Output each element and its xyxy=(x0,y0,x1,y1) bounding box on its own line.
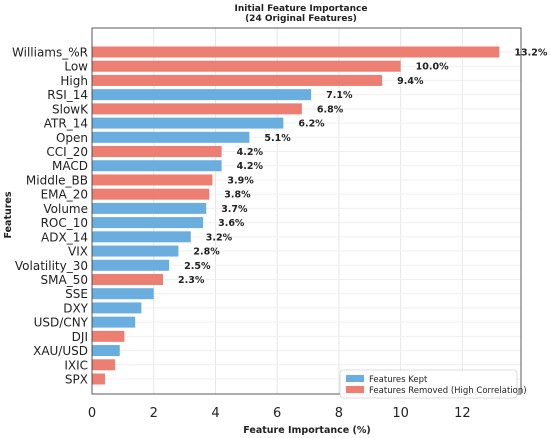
bar-high xyxy=(92,74,383,86)
x-tick-label: 10 xyxy=(392,406,409,421)
y-axis-title: Features xyxy=(3,191,14,238)
y-tick-label: ADX_14 xyxy=(41,230,88,244)
bar-value-label: 7.1% xyxy=(326,90,353,101)
y-tick-label: ROC_10 xyxy=(41,216,88,230)
bar-value-label: 3.7% xyxy=(221,204,248,215)
bar-value-label: 2.8% xyxy=(193,247,220,258)
chart-subtitle: (24 Original Features) xyxy=(245,14,357,24)
bar-adx-14 xyxy=(92,231,191,243)
bar-value-label: 4.2% xyxy=(237,147,264,158)
legend-swatch-kept xyxy=(346,375,364,382)
y-tick-label: SlowK xyxy=(52,102,89,116)
y-tick-label: SSE xyxy=(65,287,88,301)
x-tick-label: 2 xyxy=(150,406,158,421)
y-tick-label: MACD xyxy=(52,159,88,173)
y-tick-label: ATR_14 xyxy=(44,117,88,131)
plot-frame xyxy=(91,27,522,395)
bar-rsi-14 xyxy=(92,89,312,101)
y-tick-label: SMA_50 xyxy=(41,273,88,287)
x-tick-label: 4 xyxy=(211,406,219,421)
y-tick-label: Middle_BB xyxy=(26,173,88,187)
bar-spx xyxy=(92,373,105,385)
bar-macd xyxy=(92,160,222,172)
bar-value-label: 6.2% xyxy=(298,119,325,130)
y-tick-label: EMA_20 xyxy=(41,188,88,202)
y-tick-label: High xyxy=(60,74,88,88)
legend-box xyxy=(339,369,518,399)
y-tick-label: VIX xyxy=(68,245,88,259)
bar-value-label: 3.6% xyxy=(218,218,245,229)
bar-ema-20 xyxy=(92,188,210,200)
y-tick-label: Low xyxy=(64,60,88,74)
axis-layer: 0 2 4 6 8 10 12 Williams_%RLowHighRSI_14SlowKAT… xyxy=(12,27,522,421)
bar-value-label: 4.2% xyxy=(237,161,264,172)
y-tick-label: XAU/USD xyxy=(33,344,88,358)
x-tick-label: 0 xyxy=(88,406,96,421)
bar-value-label: 5.1% xyxy=(264,133,291,144)
bar-value-label: 3.2% xyxy=(206,232,233,243)
bar-dji xyxy=(92,330,125,342)
y-tick-label: Williams_%R xyxy=(12,46,88,60)
bar-value-label: 13.2% xyxy=(514,48,547,59)
bar-ixic xyxy=(92,359,116,371)
x-tick-label: 6 xyxy=(273,406,281,421)
bar-value-label: 9.4% xyxy=(397,76,424,87)
bar-open xyxy=(92,131,250,143)
y-tick-label: CCI_20 xyxy=(46,145,88,159)
bar-roc-10 xyxy=(92,217,204,229)
bar-sse xyxy=(92,288,154,300)
y-tick-label: Open xyxy=(56,131,88,145)
bar-value-label: 3.8% xyxy=(224,190,251,201)
legend-label-removed: Features Removed (High Correlation) xyxy=(369,386,527,396)
y-tick-label: RSI_14 xyxy=(47,88,88,102)
bar-atr-14 xyxy=(92,117,284,129)
bar-cci-20 xyxy=(92,146,222,158)
bar-low xyxy=(92,60,401,72)
chart-title: Initial Feature Importance xyxy=(235,4,368,14)
bar-middle-bb xyxy=(92,174,213,186)
bar-usd-cny xyxy=(92,316,136,328)
bar-williams-r xyxy=(92,46,500,58)
y-tick-label: SPX xyxy=(65,373,88,387)
bar-sma-50 xyxy=(92,273,163,285)
bar-value-label: 3.9% xyxy=(227,175,254,186)
legend-swatch-removed xyxy=(346,386,364,393)
y-tick-label: Volume xyxy=(43,202,88,216)
bar-value-label: 6.8% xyxy=(317,104,344,115)
x-axis-title: Feature Importance (%) xyxy=(243,425,370,436)
bar-volatility-30 xyxy=(92,259,170,271)
legend-label-kept: Features Kept xyxy=(369,375,428,385)
bar-volume xyxy=(92,202,207,214)
bar-dxy xyxy=(92,302,142,314)
x-tick-label: 12 xyxy=(454,406,471,421)
y-tick-label: Volatility_30 xyxy=(15,259,88,273)
bar-value-label: 10.0% xyxy=(416,62,449,73)
y-tick-label: IXIC xyxy=(64,358,88,372)
y-tick-label: USD/CNY xyxy=(34,316,89,330)
bar-xau-usd xyxy=(92,345,120,357)
bar-value-label: 2.3% xyxy=(178,275,205,286)
bar-slowk xyxy=(92,103,302,115)
y-tick-label: DXY xyxy=(63,301,88,315)
bar-vix xyxy=(92,245,179,257)
bar-layer: 13.2%10.0%9.4%7.1%6.8%6.2%5.1%4.2%4.2%3.… xyxy=(92,46,548,385)
y-tick-label: DJI xyxy=(72,330,88,344)
x-tick-label: 8 xyxy=(335,406,343,421)
bar-value-label: 2.5% xyxy=(184,261,211,272)
